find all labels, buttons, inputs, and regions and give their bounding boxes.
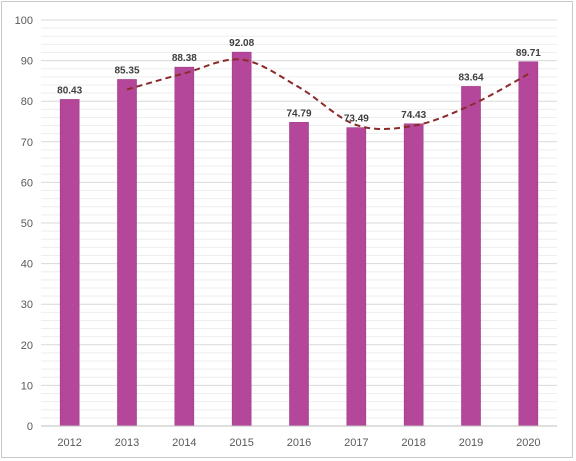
y-tick-label: 50	[21, 218, 33, 230]
data-label: 88.38	[172, 53, 197, 64]
y-tick-label: 90	[21, 56, 33, 68]
y-tick-label: 60	[21, 177, 33, 189]
labels-layer: 80.43 85.35 88.38 92.08 74.79 73.49 74.43 83.64…	[57, 38, 541, 124]
bar	[403, 123, 424, 427]
data-label: 92.08	[229, 38, 254, 49]
bar	[518, 61, 539, 427]
y-tick-label: 40	[21, 259, 33, 271]
data-label: 83.64	[458, 72, 483, 83]
bar	[461, 86, 481, 427]
data-label: 80.43	[57, 85, 82, 96]
y-tick-label: 30	[21, 299, 33, 311]
bar	[59, 99, 80, 427]
y-tick-label: 10	[21, 380, 33, 392]
x-tick-label: 2017	[344, 437, 368, 449]
data-label: 73.49	[344, 114, 369, 125]
x-tick-label: 2014	[172, 437, 196, 449]
y-tick-label: 70	[21, 137, 33, 149]
bar	[346, 127, 367, 427]
data-label: 74.79	[286, 108, 311, 119]
bars-layer	[59, 51, 539, 427]
y-tick-label: 0	[27, 421, 33, 433]
x-tick-label: 2013	[115, 437, 139, 449]
x-tick-label: 2019	[459, 437, 483, 449]
x-tick-label: 2018	[401, 437, 425, 449]
x-tick-label: 2020	[516, 437, 540, 449]
bar	[174, 66, 195, 427]
y-tick-label: 80	[21, 96, 33, 108]
bar	[231, 51, 252, 427]
axis-layer: 0 10 20 30 40 50 60 70 80 90 100 2012 2013 2014 2015 20…	[15, 15, 557, 449]
data-label: 85.35	[114, 65, 139, 76]
y-tick-label: 20	[21, 340, 33, 352]
x-tick-label: 2012	[57, 437, 81, 449]
bar	[117, 79, 137, 427]
bar	[289, 122, 309, 427]
data-label: 74.43	[401, 110, 426, 121]
data-label: 89.71	[516, 48, 541, 59]
x-tick-label: 2015	[229, 437, 253, 449]
x-tick-label: 2016	[287, 437, 311, 449]
y-tick-label: 100	[15, 15, 33, 27]
